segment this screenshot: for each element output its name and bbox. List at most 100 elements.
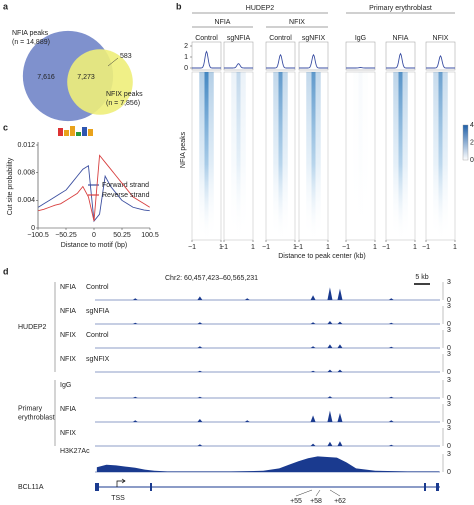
track-condition: Control	[86, 284, 109, 291]
y-tick-label: 1	[184, 54, 188, 61]
signal-peak	[327, 410, 333, 422]
track-tick-label: 3	[447, 351, 451, 358]
exon	[150, 483, 152, 491]
signal-peak	[197, 346, 203, 348]
track-tick-label: 0	[447, 369, 451, 376]
track-name: NFIX	[60, 332, 76, 339]
profile-box	[425, 41, 456, 71]
profile-curve	[386, 52, 415, 69]
x-tick-label: −1	[422, 244, 430, 251]
track-name: H3K27Ac	[60, 448, 90, 455]
column-label: Control	[269, 35, 292, 42]
colorbar-tick-label: 0	[470, 157, 474, 164]
enhancer-leader	[329, 489, 341, 497]
legend-label: Reverse strand	[102, 192, 150, 199]
signal-peak	[132, 298, 138, 300]
enhancer-leader	[295, 489, 313, 497]
x-tick-label: −1	[342, 244, 350, 251]
region-label: Chr2: 60,457,423–60,565,231	[165, 275, 258, 282]
x-axis-label: Distance to motif (bp)	[61, 242, 128, 249]
colorbar-tick-label: 2	[470, 139, 474, 146]
track-tick-label: 3	[447, 425, 451, 432]
y-tick-label: 0.004	[17, 197, 35, 204]
column-label: NFIA	[393, 35, 409, 42]
heatmap-signal	[398, 72, 403, 240]
set-name: NFIA peaks	[12, 30, 49, 37]
track-tick-label: 3	[447, 401, 451, 408]
exon	[95, 483, 99, 491]
signal-peak	[310, 443, 316, 446]
exon	[424, 483, 426, 491]
enhancer-leader	[315, 489, 321, 497]
x-tick-label: 1	[326, 244, 330, 251]
signal-peak	[388, 298, 394, 300]
motif-logo	[58, 126, 93, 136]
signal-peak	[244, 420, 250, 422]
x-tick-label: −50.25	[55, 232, 77, 239]
y-tick-label: 2	[184, 43, 188, 50]
profile-curve	[266, 53, 295, 69]
y-tick-label: 0.012	[17, 142, 35, 149]
profile-box	[298, 41, 329, 71]
profile-box	[223, 41, 254, 71]
profile-curve	[426, 54, 455, 69]
x-tick-label: −1	[188, 244, 196, 251]
enhancer-label: +58	[310, 498, 322, 505]
signal-peak	[244, 298, 250, 300]
signal-peak	[327, 344, 333, 348]
signal-peak	[197, 322, 203, 324]
signal-peak	[310, 295, 316, 300]
enhancer-label: +55	[290, 498, 302, 505]
panel-label: c	[3, 122, 8, 132]
colorbar-tick-label: 4	[470, 122, 474, 129]
leader-line	[107, 57, 119, 67]
track-tick-label: 0	[447, 297, 451, 304]
track-name: IgG	[60, 382, 71, 389]
set-name: NFIX peaks	[106, 91, 143, 98]
column-label: Control	[195, 35, 218, 42]
signal-peak	[388, 322, 394, 324]
signal-peak	[327, 441, 333, 446]
gene-name: BCL11A	[18, 484, 44, 491]
signal-peak	[337, 321, 343, 324]
signal-peak	[197, 419, 203, 422]
y-tick-label: 0.008	[17, 170, 35, 177]
venn-circle	[67, 49, 133, 115]
signal-area	[96, 456, 440, 472]
signal-peak	[388, 444, 394, 446]
legend-label: Forward strand	[102, 182, 149, 189]
signal-peak	[132, 420, 138, 422]
x-axis-label: Distance to peak center (kb)	[278, 253, 366, 260]
set-count: (n = 7,856)	[106, 100, 140, 107]
y-tick-label: 0	[184, 65, 188, 72]
set-count: (n = 14,889)	[12, 39, 50, 46]
group-label: Primary	[18, 405, 43, 412]
group-label: erythroblast	[18, 414, 55, 421]
heatmap-signal	[204, 72, 209, 240]
subgroup-label: NFIA	[215, 19, 231, 26]
tss-arrow	[116, 478, 126, 487]
signal-peak	[327, 396, 333, 398]
signal-peak	[197, 296, 203, 300]
track-tick-label: 0	[447, 469, 451, 476]
signal-peak	[327, 369, 333, 372]
signal-peak	[388, 396, 394, 398]
track-condition: Control	[86, 332, 109, 339]
x-tick-label: −1	[220, 244, 228, 251]
region-count: 7,273	[77, 74, 95, 81]
x-tick-label: 1	[453, 244, 457, 251]
group-label: HUDEP2	[246, 5, 275, 12]
signal-peak	[197, 396, 203, 398]
track-tick-label: 0	[447, 443, 451, 450]
profile-curve	[346, 66, 375, 69]
group-label: Primary erythroblast	[369, 5, 432, 12]
x-tick-label: 1	[219, 244, 223, 251]
signal-peak	[327, 321, 333, 324]
signal-peak	[197, 370, 203, 372]
scale-bar-label: 5 kb	[415, 274, 428, 281]
profile-box	[385, 41, 416, 71]
profile-box	[265, 41, 296, 71]
group-label: HUDEP2	[18, 324, 47, 331]
